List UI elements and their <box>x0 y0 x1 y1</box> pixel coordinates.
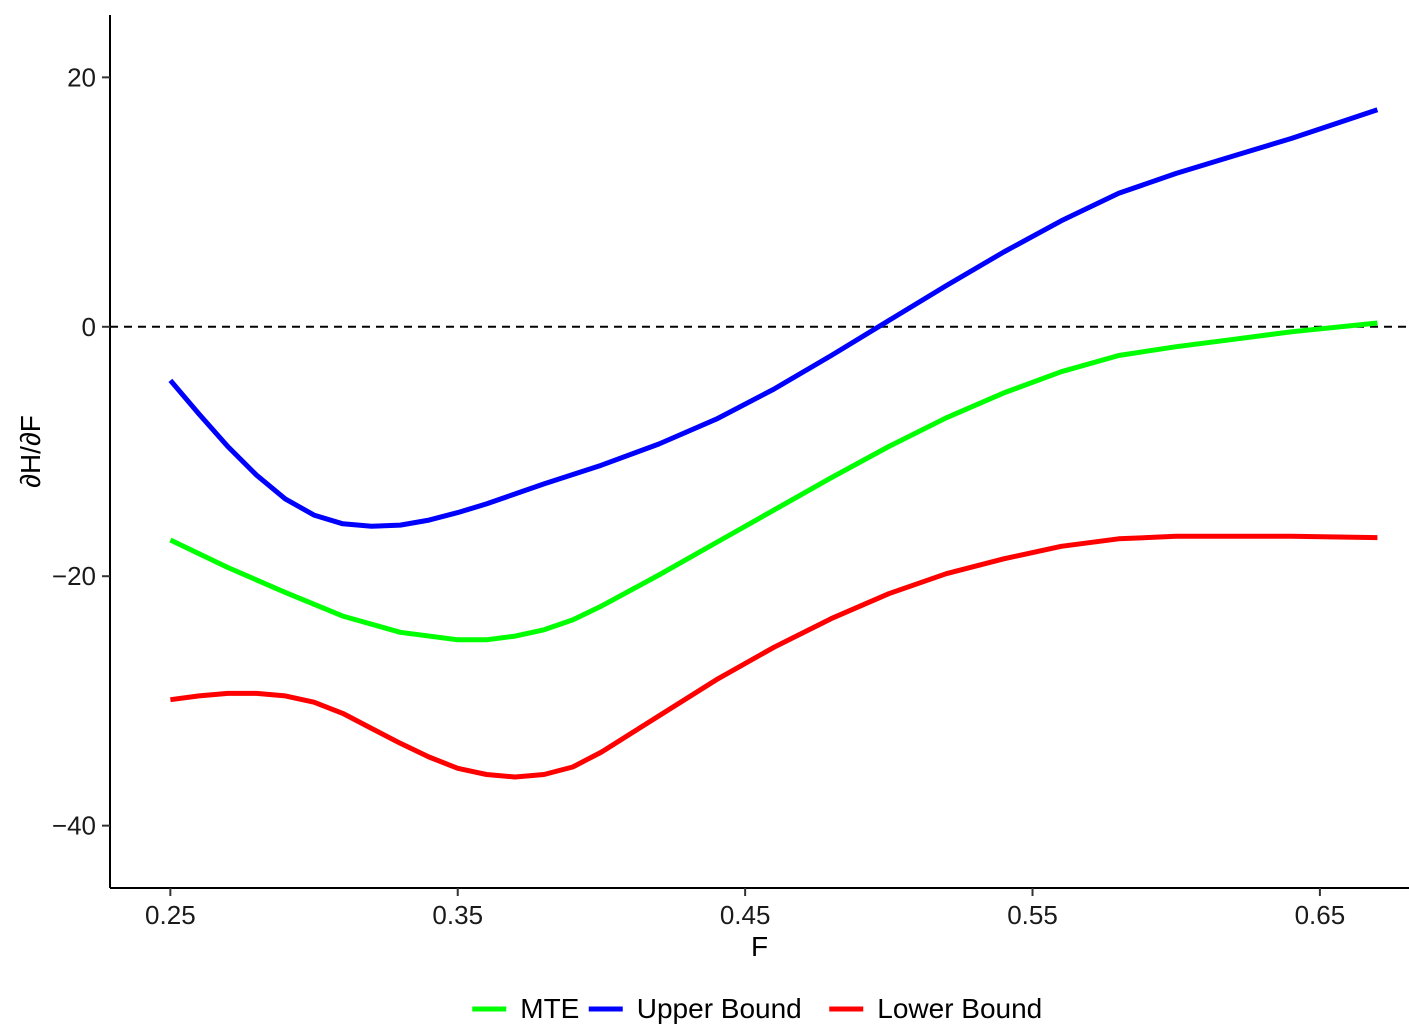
series-line-upper-bound <box>168 107 1379 529</box>
x-tick-label: 0.35 <box>432 900 483 930</box>
x-axis-ticks: 0.25 0.35 0.45 0.55 0.65 <box>145 888 1345 930</box>
y-tick-label: −20 <box>52 561 96 591</box>
x-tick-label: 0.25 <box>145 900 196 930</box>
series-line-lower-bound <box>170 533 1378 780</box>
legend-label-lower-bound: Lower Bound <box>877 993 1042 1024</box>
x-tick-label: 0.55 <box>1007 900 1058 930</box>
y-tick-label: 20 <box>67 62 96 92</box>
series-lines <box>168 107 1379 780</box>
y-tick-label: −40 <box>52 811 96 841</box>
legend-label-mte: MTE <box>520 993 579 1024</box>
legend-label-upper-bound: Upper Bound <box>637 993 802 1024</box>
series-line-mte <box>169 320 1378 643</box>
x-axis-title: F <box>751 931 768 962</box>
legend: MTE Upper Bound Lower Bound <box>472 993 1042 1024</box>
y-axis-ticks: 20 0 −20 −40 <box>52 62 110 841</box>
x-tick-label: 0.65 <box>1295 900 1346 930</box>
y-tick-label: 0 <box>82 312 96 342</box>
x-tick-label: 0.45 <box>720 900 771 930</box>
y-axis-title: ∂H/∂F <box>15 415 46 488</box>
